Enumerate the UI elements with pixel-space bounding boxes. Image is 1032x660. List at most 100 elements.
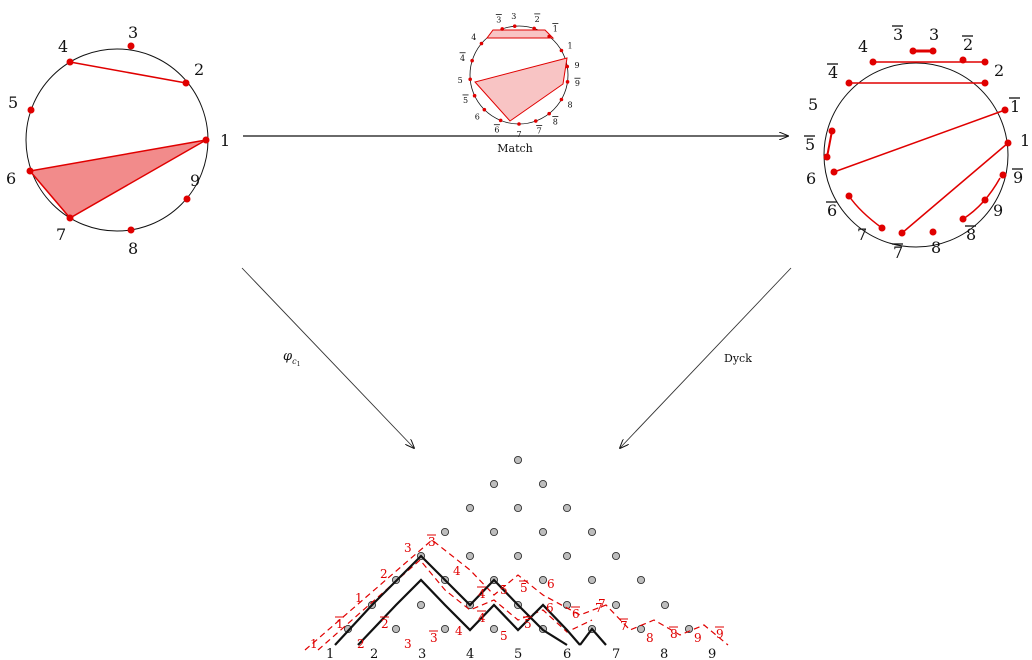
left-vertex xyxy=(182,79,190,87)
small-vertex xyxy=(498,118,503,123)
small-vertex-label: 6 xyxy=(494,126,499,135)
left-vertex-label: 4 xyxy=(58,37,68,56)
small-vertex-label: 6 xyxy=(475,113,480,122)
small-vertex xyxy=(479,41,484,46)
left-vertex xyxy=(127,226,135,234)
red-dashed-upper xyxy=(304,539,729,651)
right-vertex xyxy=(981,79,989,87)
lattice-node xyxy=(611,600,621,610)
small-vertex-label: 4 xyxy=(471,33,476,42)
small-vertex xyxy=(470,58,474,63)
small-vertex xyxy=(472,93,477,98)
right-vertex xyxy=(830,168,838,176)
lattice-node xyxy=(465,503,475,513)
right-vertex-label: 8 xyxy=(931,238,941,257)
small-vertex-label: 3 xyxy=(496,16,501,25)
lattice-black-label: 5 xyxy=(514,647,522,660)
lattice-node xyxy=(489,527,499,537)
right-vertex xyxy=(828,127,836,135)
right-vertex xyxy=(981,196,989,204)
lattice-black-label: 8 xyxy=(660,647,668,660)
lattice-black-label: 1 xyxy=(326,647,334,660)
right-vertex xyxy=(1004,139,1012,147)
lattice-node xyxy=(562,503,572,513)
right-vertex-label: 3 xyxy=(929,25,939,44)
lattice-red-label: 4 xyxy=(455,624,463,638)
small-vertex xyxy=(532,26,536,31)
lattice-red-upper-label: 3 xyxy=(404,541,412,555)
left-polygon-diagram: 1 2 3 4 5 6 7 8 9 xyxy=(6,23,230,258)
right-vertex xyxy=(929,228,937,236)
lattice-node xyxy=(343,624,353,634)
dyck-arrow: Dyck xyxy=(620,267,792,448)
lattice-red-label: 5 xyxy=(500,629,508,643)
small-vertex xyxy=(517,122,521,126)
lattice-node xyxy=(440,624,450,634)
phi-arrow: φc1 xyxy=(241,267,414,448)
small-vertex-label: 7 xyxy=(537,126,542,135)
lattice-red-upper-label: 3 xyxy=(428,535,436,549)
small-vertex-label: 3 xyxy=(511,12,516,21)
lattice-red-label: 8 xyxy=(646,631,654,645)
lattice-node xyxy=(465,551,475,561)
lattice-red-upper-label: 5 xyxy=(520,581,528,595)
right-vertex-label: 2 xyxy=(963,35,973,54)
right-vertex-label: 4 xyxy=(858,37,868,56)
lattice-red-label: 3 xyxy=(404,637,412,651)
lattice-red-upper-label: 2 xyxy=(380,567,388,581)
dyck-path-upper xyxy=(334,554,568,646)
small-vertex xyxy=(559,48,564,53)
lattice-node xyxy=(587,575,597,585)
small-vertex-label: 8 xyxy=(568,101,573,110)
small-vertex xyxy=(468,77,472,82)
right-vertex xyxy=(878,224,886,232)
small-vertex xyxy=(547,111,551,116)
small-vertex xyxy=(512,24,517,28)
small-vertex xyxy=(482,107,487,112)
lattice-black-label: 9 xyxy=(708,647,716,660)
left-vertex-label: 8 xyxy=(128,239,138,258)
small-vertex-label: 9 xyxy=(575,79,580,88)
right-vertex-label: 8 xyxy=(966,225,976,244)
right-vertex xyxy=(1001,106,1009,114)
lattice-node xyxy=(391,624,401,634)
right-vertex-label: 6 xyxy=(806,169,816,188)
lattice-node xyxy=(489,624,499,634)
lattice-red-label: 4 xyxy=(478,611,486,625)
right-vertex xyxy=(909,47,917,55)
right-vertex xyxy=(845,79,853,87)
lattice-node xyxy=(513,455,523,465)
small-top-band xyxy=(486,29,555,39)
small-vertex xyxy=(565,64,570,69)
lattice-red-label: 9 xyxy=(694,631,702,645)
lattice-node xyxy=(489,479,499,489)
right-vertex-label: 6 xyxy=(827,201,837,220)
lattice-node xyxy=(513,503,523,513)
lattice-red-label: 7 xyxy=(598,597,606,611)
dyck-path-tail xyxy=(579,627,607,646)
lattice-node xyxy=(416,600,426,610)
left-vertex xyxy=(202,136,210,144)
left-vertex-label: 1 xyxy=(220,131,230,150)
small-vertex xyxy=(547,34,551,39)
lattice-red-label: 2 xyxy=(381,617,389,631)
right-vertex-label: 5 xyxy=(805,135,815,154)
lattice-red-upper-label: 5 xyxy=(500,583,508,597)
left-vertex-label: 6 xyxy=(6,169,16,188)
lattice-red-label: 1 xyxy=(310,637,318,651)
left-vertex xyxy=(66,58,74,66)
small-vertex-label: 5 xyxy=(463,96,468,105)
lattice-red-upper-label: 4 xyxy=(453,564,461,578)
small-vertex-label: 5 xyxy=(458,76,463,85)
red-dashed-lower xyxy=(317,559,593,651)
small-vertex xyxy=(565,80,570,84)
right-vertex xyxy=(929,47,937,55)
right-vertex-label: 1 xyxy=(1010,97,1020,116)
lattice-red-label: 6 xyxy=(546,601,554,615)
lattice-red-label: 7 xyxy=(620,619,628,633)
phi-label: φc1 xyxy=(283,349,300,368)
lattice-black-label: 7 xyxy=(612,647,620,660)
lattice-node xyxy=(440,527,450,537)
lattice-node xyxy=(538,527,548,537)
